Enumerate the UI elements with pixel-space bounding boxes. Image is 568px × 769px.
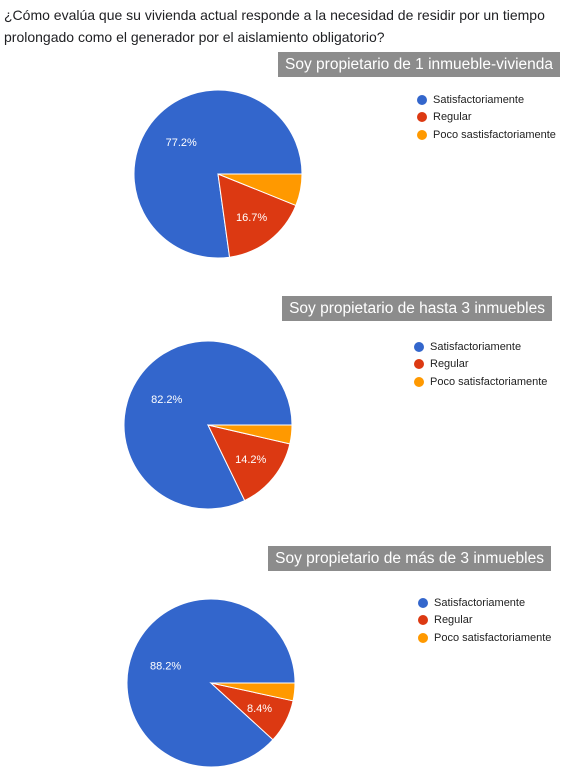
slice-poco-satisfactoriamente <box>217 173 303 207</box>
chart-title-1: Soy propietario de 1 inmueble-vivienda <box>278 52 560 77</box>
legend-swatch-red <box>417 112 427 123</box>
chart-title-2: Soy propietario de hasta 3 inmuebles <box>282 296 552 321</box>
legend-label: Poco satisfactoriamente <box>434 631 552 644</box>
data-label-satisfactoriamente: 77.2% <box>166 137 197 149</box>
legend-item-regular: Regular <box>418 612 551 630</box>
slice-poco-satisfactoriamente <box>210 682 296 702</box>
legend-label: Satisfactoriamente <box>433 93 525 106</box>
legend-swatch-blue <box>414 341 424 352</box>
legend-label: Regular <box>434 614 473 627</box>
data-label-regular: 14.2% <box>235 454 266 466</box>
legend-item-poco: Poco sastisfactoriamente <box>417 126 556 144</box>
legend-label: Poco sastisfactoriamente <box>433 128 556 141</box>
chart-title-3: Soy propietario de más de 3 inmuebles <box>268 546 551 571</box>
legend-swatch-red <box>418 615 428 626</box>
pie-chart-2: 82.2% 14.2% <box>123 340 293 510</box>
legend-item-satisfactoriamente: Satisfactoriamente <box>414 338 547 356</box>
question-text: ¿Cómo evalúa que su vivienda actual resp… <box>4 7 545 45</box>
legend-item-poco: Poco satisfactoriamente <box>418 629 551 647</box>
legend-1: Satisfactoriamente Regular Poco sastisfa… <box>417 91 556 144</box>
legend-item-poco: Poco satisfactoriamente <box>414 373 547 391</box>
slice-regular <box>217 173 297 258</box>
legend-swatch-blue <box>418 597 428 608</box>
pie-chart-1: 77.2% 16.7% <box>133 89 303 259</box>
legend-swatch-orange <box>418 632 428 643</box>
slice-poco-satisfactoriamente <box>207 424 293 445</box>
legend-label: Regular <box>433 111 472 124</box>
data-label-regular: 8.4% <box>247 703 272 715</box>
legend-swatch-orange <box>414 376 424 387</box>
legend-item-regular: Regular <box>414 356 547 374</box>
legend-swatch-red <box>414 359 424 370</box>
legend-swatch-orange <box>417 129 427 140</box>
legend-swatch-blue <box>417 94 427 105</box>
legend-label: Satisfactoriamente <box>434 596 526 609</box>
slice-satisfactoriamente <box>123 340 293 510</box>
legend-2: Satisfactoriamente Regular Poco satisfac… <box>414 338 547 391</box>
data-label-regular: 16.7% <box>236 212 267 224</box>
legend-item-satisfactoriamente: Satisfactoriamente <box>417 91 556 109</box>
legend-item-regular: Regular <box>417 109 556 127</box>
slice-regular <box>207 424 291 502</box>
legend-item-satisfactoriamente: Satisfactoriamente <box>418 594 551 612</box>
data-label-satisfactoriamente: 82.2% <box>151 394 182 406</box>
legend-label: Poco satisfactoriamente <box>430 375 548 388</box>
legend-label: Regular <box>430 358 469 371</box>
data-label-satisfactoriamente: 88.2% <box>150 660 181 672</box>
pie-chart-3: 88.2% 8.4% <box>126 598 296 768</box>
legend-label: Satisfactoriamente <box>430 340 522 353</box>
slice-satisfactoriamente <box>126 598 296 768</box>
legend-3: Satisfactoriamente Regular Poco satisfac… <box>418 594 551 647</box>
